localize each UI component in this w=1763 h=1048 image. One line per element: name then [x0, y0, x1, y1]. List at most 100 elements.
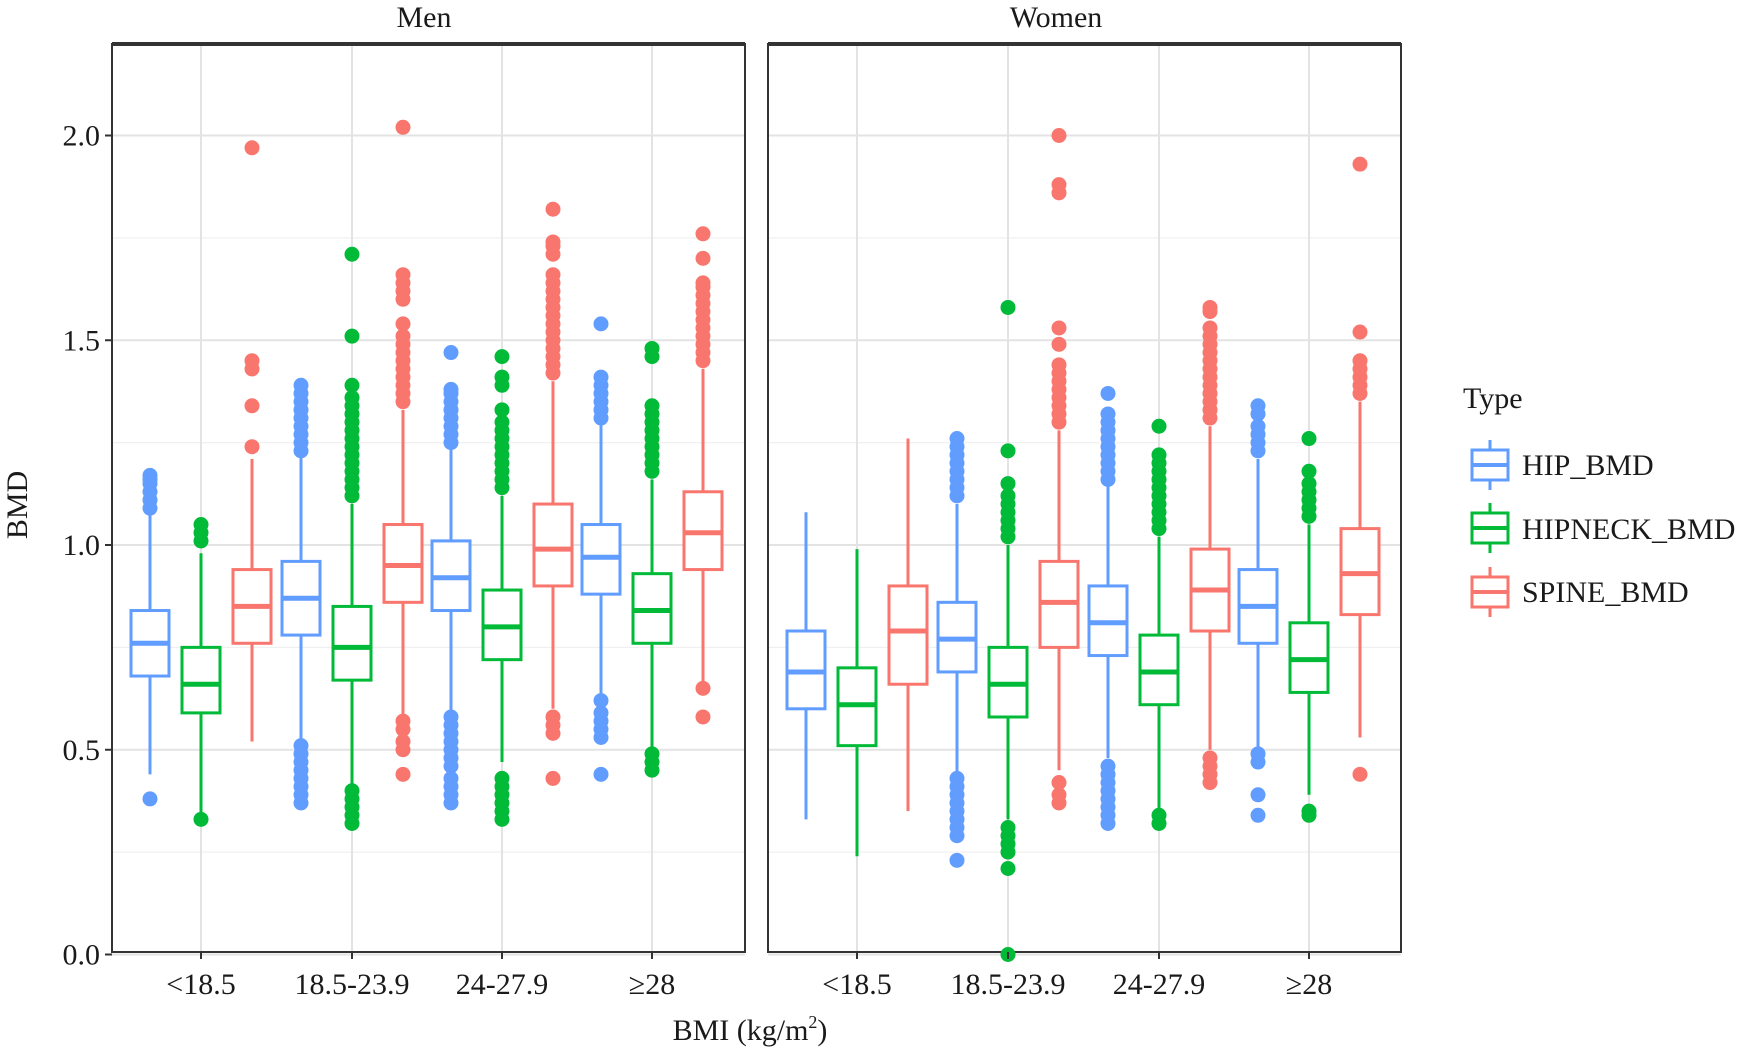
x-tick-label: ≥28 — [1286, 968, 1332, 1001]
outlier-point — [1202, 750, 1218, 766]
outlier-point — [1151, 418, 1167, 434]
outlier-point — [593, 369, 609, 385]
boxplot-hip-bmd — [129, 467, 171, 807]
outlier-point — [395, 713, 411, 729]
outlier-point — [1250, 398, 1266, 414]
outlier-point — [395, 766, 411, 782]
outlier-point — [1151, 807, 1167, 823]
box-iqr — [180, 645, 222, 715]
outlier-point — [1202, 299, 1218, 315]
outlier-point — [344, 246, 360, 262]
outlier-point — [644, 340, 660, 356]
box-iqr — [331, 604, 373, 682]
outlier-point — [1000, 820, 1016, 836]
legend-key-spine-bmd — [1470, 567, 1510, 617]
boxplot-hipneck-bmd — [331, 246, 373, 831]
x-axis-label-close: ) — [817, 1014, 827, 1047]
y-axis-ticks: 0.0 0.5 1.0 1.5 2.0 — [63, 120, 112, 972]
outlier-point — [293, 738, 309, 754]
outlier-point — [344, 783, 360, 799]
box-iqr — [532, 502, 574, 588]
boxplot-hipneck-bmd — [836, 549, 878, 857]
outlier-point — [1301, 463, 1317, 479]
x-tick-label: 24-27.9 — [1113, 968, 1206, 1001]
outlier-point — [1301, 476, 1317, 492]
outlier-point — [1100, 758, 1116, 774]
y-tick-label: 1.5 — [63, 324, 101, 357]
boxplot-hip-bmd — [280, 377, 322, 811]
outlier-point — [1250, 746, 1266, 762]
boxplot-hip-bmd — [1087, 385, 1129, 831]
legend-key-hip-bmd — [1470, 440, 1510, 490]
outlier-point — [1352, 324, 1368, 340]
outlier-point — [1100, 385, 1116, 401]
outlier-point — [1000, 861, 1016, 877]
x-axis-ticks: <18.5 18.5-23.9 24-27.9 ≥28 <18.5 18.5-23.9 24… — [166, 952, 1332, 1001]
outlier-point — [1250, 787, 1266, 803]
outlier-point — [644, 746, 660, 762]
outlier-point — [494, 402, 510, 418]
outlier-point — [244, 439, 260, 455]
boxplot-hip-bmd — [430, 345, 472, 811]
outlier-point — [1301, 431, 1317, 447]
outlier-point — [545, 709, 561, 725]
outlier-point — [1202, 320, 1218, 336]
boxplot-spine-bmd — [1038, 128, 1080, 811]
y-tick-label: 0.0 — [63, 939, 101, 972]
boxplot-hipneck-bmd — [180, 517, 222, 827]
outlier-point — [395, 119, 411, 135]
outlier-point — [593, 693, 609, 709]
boxplot-spine-bmd — [532, 201, 574, 786]
outlier-point — [695, 709, 711, 725]
outlier-point — [395, 328, 411, 344]
outlier-point — [1051, 787, 1067, 803]
boxplot-spine-bmd — [231, 140, 273, 742]
outlier-point — [395, 734, 411, 750]
boxplot-hipneck-bmd — [1138, 418, 1180, 831]
legend-label-hip: HIP_BMD — [1522, 449, 1654, 482]
boxplot-hipneck-bmd — [631, 340, 673, 778]
outlier-point — [1352, 353, 1368, 369]
y-tick-label: 2.0 — [63, 120, 101, 153]
y-tick-label: 0.5 — [63, 734, 101, 767]
plot-marks — [129, 119, 1381, 962]
x-axis-label: BMI (kg/m2) — [673, 1012, 828, 1047]
outlier-point — [1151, 447, 1167, 463]
outlier-point — [545, 201, 561, 217]
x-tick-label: 18.5-23.9 — [295, 968, 410, 1001]
outlier-point — [593, 766, 609, 782]
boxplot-hip-bmd — [1237, 398, 1279, 823]
outlier-point — [193, 811, 209, 827]
outlier-point — [695, 275, 711, 291]
x-tick-label: 24-27.9 — [456, 968, 549, 1001]
outlier-point — [545, 770, 561, 786]
boxplot-spine-bmd — [1339, 156, 1381, 782]
panel-background — [112, 44, 745, 952]
panel-title-men: Men — [397, 1, 452, 34]
outlier-point — [494, 770, 510, 786]
outlier-point — [695, 226, 711, 242]
legend: Type HIP_BMD HIPNECK_BMD SPINE_BMD — [1463, 382, 1735, 617]
outlier-point — [344, 377, 360, 393]
boxplot-spine-bmd — [887, 438, 929, 812]
outlier-point — [443, 381, 459, 397]
box-iqr — [887, 584, 929, 686]
outlier-point — [1000, 476, 1016, 492]
outlier-point — [695, 250, 711, 266]
outlier-point — [443, 709, 459, 725]
outlier-point — [494, 369, 510, 385]
panel-frames — [111, 42, 1402, 953]
outlier-point — [1051, 357, 1067, 373]
boxplot-hipneck-bmd — [481, 349, 523, 827]
legend-title: Type — [1463, 382, 1523, 415]
outlier-point — [593, 705, 609, 721]
outlier-point — [443, 345, 459, 361]
outlier-point — [1051, 177, 1067, 193]
outlier-point — [443, 770, 459, 786]
outlier-point — [244, 140, 260, 156]
outlier-point — [695, 680, 711, 696]
outlier-point — [545, 267, 561, 283]
outlier-point — [1051, 336, 1067, 352]
outlier-point — [494, 349, 510, 365]
outlier-point — [1051, 320, 1067, 336]
